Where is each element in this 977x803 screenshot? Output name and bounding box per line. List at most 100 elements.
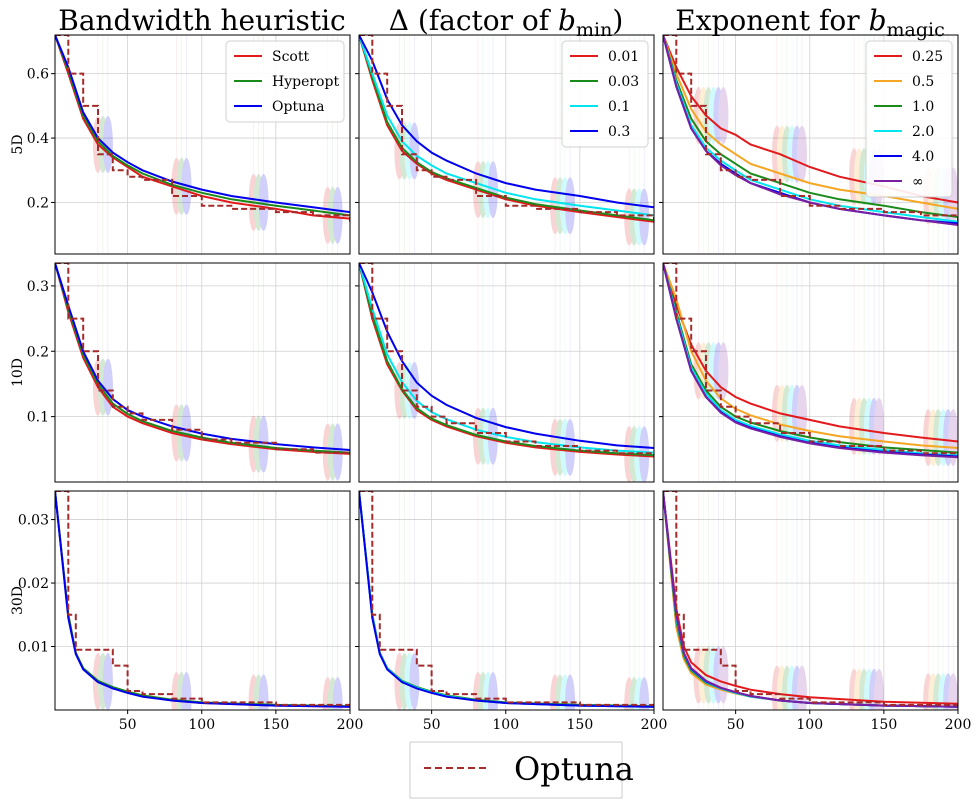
optuna-reference-line xyxy=(663,35,958,222)
density-blob xyxy=(248,674,259,710)
series-line-10 xyxy=(663,35,958,218)
row-label-10D: 10D xyxy=(10,358,26,387)
density-blob xyxy=(97,652,108,710)
column-title-symbol: b xyxy=(869,4,887,37)
panel-2-2 xyxy=(355,262,655,483)
optuna-reference-line xyxy=(663,263,958,456)
legend-box xyxy=(561,40,649,148)
density-blob xyxy=(874,668,885,710)
x-tick-label: 100 xyxy=(492,717,519,733)
density-blob xyxy=(560,674,571,710)
series-line-Optuna xyxy=(55,35,350,214)
density-blob xyxy=(550,674,561,710)
bottom-legend-label: Optuna xyxy=(514,750,634,788)
panel-frame xyxy=(358,490,655,711)
column-title-subscript: min xyxy=(576,19,612,41)
legend-label: 0.1 xyxy=(608,99,630,115)
panel-frame xyxy=(662,490,959,711)
optuna-reference-line xyxy=(55,263,350,455)
density-blob xyxy=(639,677,650,710)
density-blob xyxy=(849,397,860,455)
panel-frame xyxy=(54,490,351,711)
density-blob xyxy=(634,677,645,710)
density-blob xyxy=(332,677,343,710)
density-blob xyxy=(629,677,640,710)
density-blob xyxy=(786,125,797,183)
x-tick-label: 50 xyxy=(119,717,137,733)
bottom-legend-box xyxy=(409,741,623,799)
density-blob xyxy=(718,87,729,144)
optuna-reference-line xyxy=(359,35,654,222)
density-blob xyxy=(565,418,576,476)
legend-label: 0.3 xyxy=(608,124,630,140)
bottom-legend: Optuna xyxy=(409,741,634,799)
series-group xyxy=(55,491,350,708)
optuna-reference-line xyxy=(359,263,654,456)
series-line- xyxy=(663,263,958,459)
x-tick-label: 150 xyxy=(567,717,594,733)
density-blob xyxy=(555,177,566,235)
column-title-2: Δ (factor of bmin) xyxy=(389,4,624,41)
series-line-Optuna xyxy=(55,491,350,708)
series-group xyxy=(663,263,958,459)
density-blob xyxy=(943,673,954,710)
panel-frame xyxy=(54,34,351,255)
series-line-05 xyxy=(663,263,958,449)
series-line-Scott xyxy=(55,263,350,455)
density-blob xyxy=(948,673,958,710)
density-blob xyxy=(796,125,807,183)
panel-frame xyxy=(358,34,655,255)
density-blob xyxy=(859,397,870,455)
density-blob xyxy=(394,652,405,710)
optuna-reference-line xyxy=(663,491,958,707)
density-blob xyxy=(708,87,719,144)
legend-label: 0.03 xyxy=(608,74,639,90)
y-tick-label: 0.3 xyxy=(27,279,49,295)
y-tick-label: 0.1 xyxy=(27,410,49,426)
x-tick-label: 100 xyxy=(796,717,823,733)
legend-label: 0.01 xyxy=(608,49,639,65)
panel-1-3: 0.25 0.5 1.0 2.0 4.0 ∞ xyxy=(659,34,959,255)
panel-frame xyxy=(54,262,351,483)
series-line- xyxy=(663,35,958,226)
legend-label: 2.0 xyxy=(912,124,934,140)
y-tick-label: 0.2 xyxy=(27,344,49,360)
panel-3-2: 50 100 150 200 xyxy=(355,490,667,733)
series-line- xyxy=(663,491,958,708)
density-blob xyxy=(854,148,865,206)
density-blob xyxy=(708,646,719,704)
series-group xyxy=(663,35,958,226)
density-blob xyxy=(928,673,939,710)
series-line-025 xyxy=(663,491,958,705)
density-blob xyxy=(565,177,576,235)
density-blob xyxy=(258,674,269,710)
legend-box xyxy=(225,40,345,123)
density-blob xyxy=(781,384,792,442)
legend-label: ∞ xyxy=(912,174,924,190)
series-group xyxy=(359,35,654,223)
density-blob xyxy=(253,415,264,473)
density-blob xyxy=(938,673,949,710)
density-blob xyxy=(102,116,113,173)
panel-1-1: 0.2 0.4 0.6 Scott Hyperopt Optuna xyxy=(27,34,351,255)
density-blob xyxy=(933,673,944,710)
column-title-text: Δ (factor of xyxy=(389,4,558,37)
legend: 0.01 0.03 0.1 0.3 xyxy=(561,40,649,148)
series-group xyxy=(55,35,350,222)
x-tick-label: 150 xyxy=(871,717,898,733)
x-tick-label: 50 xyxy=(423,717,441,733)
optuna-reference-line xyxy=(359,491,654,707)
density-blob xyxy=(560,418,571,476)
panel-frame xyxy=(662,262,959,483)
series-line-Hyperopt xyxy=(55,35,350,217)
series-group xyxy=(359,491,654,708)
density-blob xyxy=(102,652,113,710)
y-tick-label: 0.6 xyxy=(27,67,49,83)
column-title-subscript: magic xyxy=(887,19,945,41)
column-title-symbol: b xyxy=(558,4,576,37)
series-line-01 xyxy=(359,263,654,454)
y-tick-label: 0.02 xyxy=(18,576,49,592)
row-label-5D: 5D xyxy=(10,134,26,154)
density-blob xyxy=(713,342,724,400)
density-blob xyxy=(854,397,865,455)
